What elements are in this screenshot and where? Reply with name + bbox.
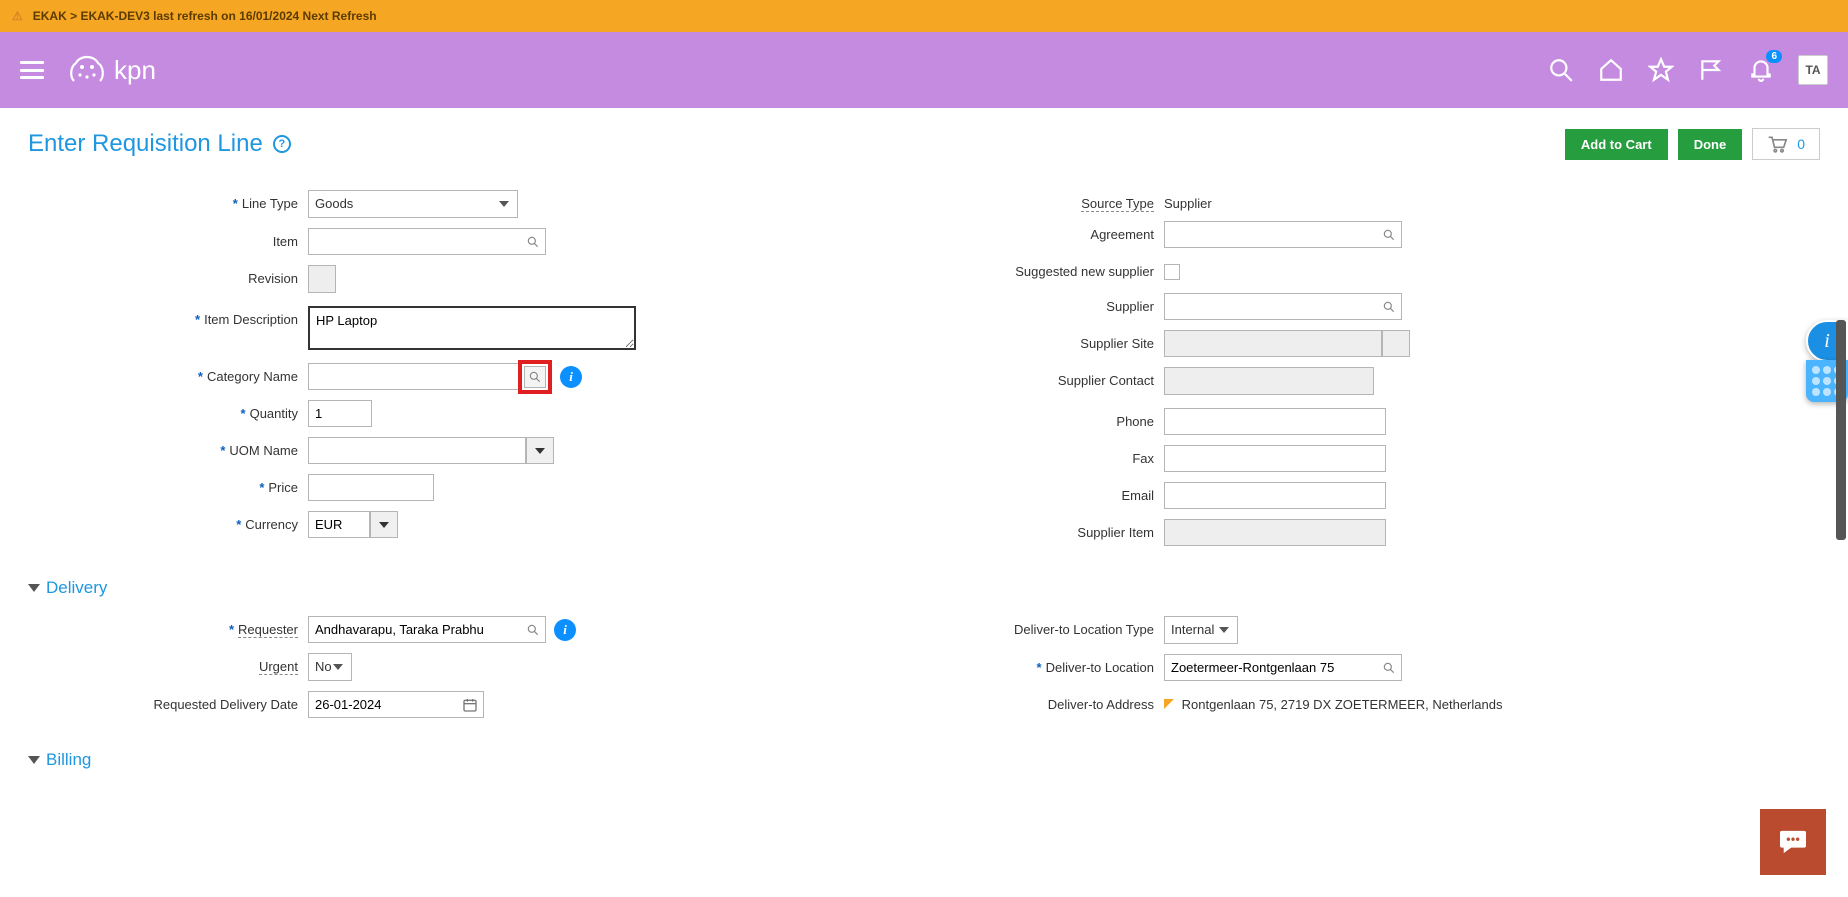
requester-input[interactable] <box>308 616 546 643</box>
scrollbar-thumb[interactable] <box>1836 320 1846 540</box>
deliver-to-location-label: *Deliver-to Location <box>944 654 1164 675</box>
deliver-to-address-label: Deliver-to Address <box>944 691 1164 712</box>
urgent-label: Urgent <box>28 653 308 674</box>
quantity-label: *Quantity <box>28 400 308 421</box>
item-input[interactable] <box>308 228 546 255</box>
currency-label: *Currency <box>28 511 308 532</box>
urgent-select[interactable]: No <box>308 653 352 681</box>
cart-count: 0 <box>1797 136 1805 152</box>
category-name-input[interactable] <box>308 363 518 390</box>
page-title: Enter Requisition Line ? <box>28 130 291 158</box>
agreement-input[interactable] <box>1164 221 1402 248</box>
calendar-icon[interactable] <box>462 697 478 713</box>
source-type-label: Source Type <box>944 190 1164 211</box>
add-to-cart-button[interactable]: Add to Cart <box>1565 129 1668 160</box>
info-icon[interactable]: i <box>554 619 576 641</box>
chat-icon <box>1778 829 1808 855</box>
item-description-textarea[interactable] <box>308 306 636 350</box>
phone-label: Phone <box>944 408 1164 429</box>
deliver-to-location-input[interactable] <box>1164 654 1402 681</box>
phone-input[interactable] <box>1164 408 1386 435</box>
item-label: Item <box>28 228 308 249</box>
chat-button[interactable] <box>1760 809 1826 875</box>
warning-icon: ⚠ <box>12 9 23 23</box>
email-input[interactable] <box>1164 482 1386 509</box>
category-name-label: *Category Name <box>28 363 308 384</box>
supplier-label: Supplier <box>944 293 1164 314</box>
top-navigation: kpn 6 TA <box>0 32 1848 108</box>
brand-text: kpn <box>114 55 156 86</box>
category-search-highlighted <box>518 360 552 394</box>
user-avatar[interactable]: TA <box>1798 55 1828 85</box>
deliver-to-location-type-select[interactable]: Internal <box>1164 616 1238 644</box>
environment-alert-bar: ⚠ EKAK > EKAK-DEV3 last refresh on 16/01… <box>0 0 1848 32</box>
agreement-label: Agreement <box>944 221 1164 242</box>
currency-input[interactable] <box>308 511 370 538</box>
email-label: Email <box>944 482 1164 503</box>
requester-label: *Requester <box>28 616 308 637</box>
suggested-new-supplier-label: Suggested new supplier <box>944 258 1164 279</box>
category-lookup-button[interactable] <box>524 366 546 388</box>
notifications-button[interactable]: 6 <box>1748 56 1774 85</box>
collapse-icon <box>28 756 40 764</box>
supplier-contact-select <box>1164 367 1374 395</box>
supplier-item-label: Supplier Item <box>944 519 1164 540</box>
revision-label: Revision <box>28 265 308 286</box>
alert-text: EKAK > EKAK-DEV3 last refresh on 16/01/2… <box>33 9 377 23</box>
currency-dropdown-button[interactable] <box>370 511 398 538</box>
billing-section-header[interactable]: Billing <box>28 750 1820 770</box>
delivery-section-header[interactable]: Delivery <box>28 578 1820 598</box>
uom-name-input[interactable] <box>308 437 526 464</box>
help-icon[interactable]: ? <box>273 135 291 153</box>
search-icon[interactable] <box>1548 57 1574 83</box>
menu-hamburger-icon[interactable] <box>20 61 44 79</box>
avatar-initials: TA <box>1805 63 1820 77</box>
deliver-to-location-type-label: Deliver-to Location Type <box>944 616 1164 637</box>
item-description-label: *Item Description <box>28 306 308 327</box>
supplier-site-label: Supplier Site <box>944 330 1164 351</box>
uom-name-label: *UOM Name <box>28 437 308 458</box>
source-type-value: Supplier <box>1164 196 1212 211</box>
home-icon[interactable] <box>1598 57 1624 83</box>
done-button[interactable]: Done <box>1678 129 1743 160</box>
cart-icon <box>1767 135 1787 153</box>
uom-name-dropdown-button[interactable] <box>526 437 554 464</box>
line-type-select[interactable]: Goods <box>308 190 518 218</box>
supplier-site-input <box>1164 330 1382 357</box>
star-icon[interactable] <box>1648 57 1674 83</box>
supplier-item-input <box>1164 519 1386 546</box>
price-input[interactable] <box>308 474 434 501</box>
address-flag-icon <box>1164 699 1174 709</box>
supplier-contact-label: Supplier Contact <box>944 367 1164 388</box>
quantity-input[interactable] <box>308 400 372 427</box>
line-type-label: *Line Type <box>28 190 308 211</box>
brand-logo[interactable]: kpn <box>66 53 156 87</box>
suggested-new-supplier-checkbox[interactable] <box>1164 264 1180 280</box>
notification-badge: 6 <box>1766 50 1782 63</box>
revision-dropdown <box>308 265 336 293</box>
info-icon[interactable]: i <box>560 366 582 388</box>
collapse-icon <box>28 584 40 592</box>
deliver-to-address-value: Rontgenlaan 75, 2719 DX ZOETERMEER, Neth… <box>1182 697 1503 712</box>
cart-indicator[interactable]: 0 <box>1752 128 1820 160</box>
requested-delivery-date-input[interactable] <box>308 691 484 718</box>
requested-delivery-date-label: Requested Delivery Date <box>28 691 308 712</box>
price-label: *Price <box>28 474 308 495</box>
supplier-input[interactable] <box>1164 293 1402 320</box>
flag-icon[interactable] <box>1698 57 1724 83</box>
supplier-site-dropdown-button <box>1382 330 1410 357</box>
fax-label: Fax <box>944 445 1164 466</box>
fax-input[interactable] <box>1164 445 1386 472</box>
